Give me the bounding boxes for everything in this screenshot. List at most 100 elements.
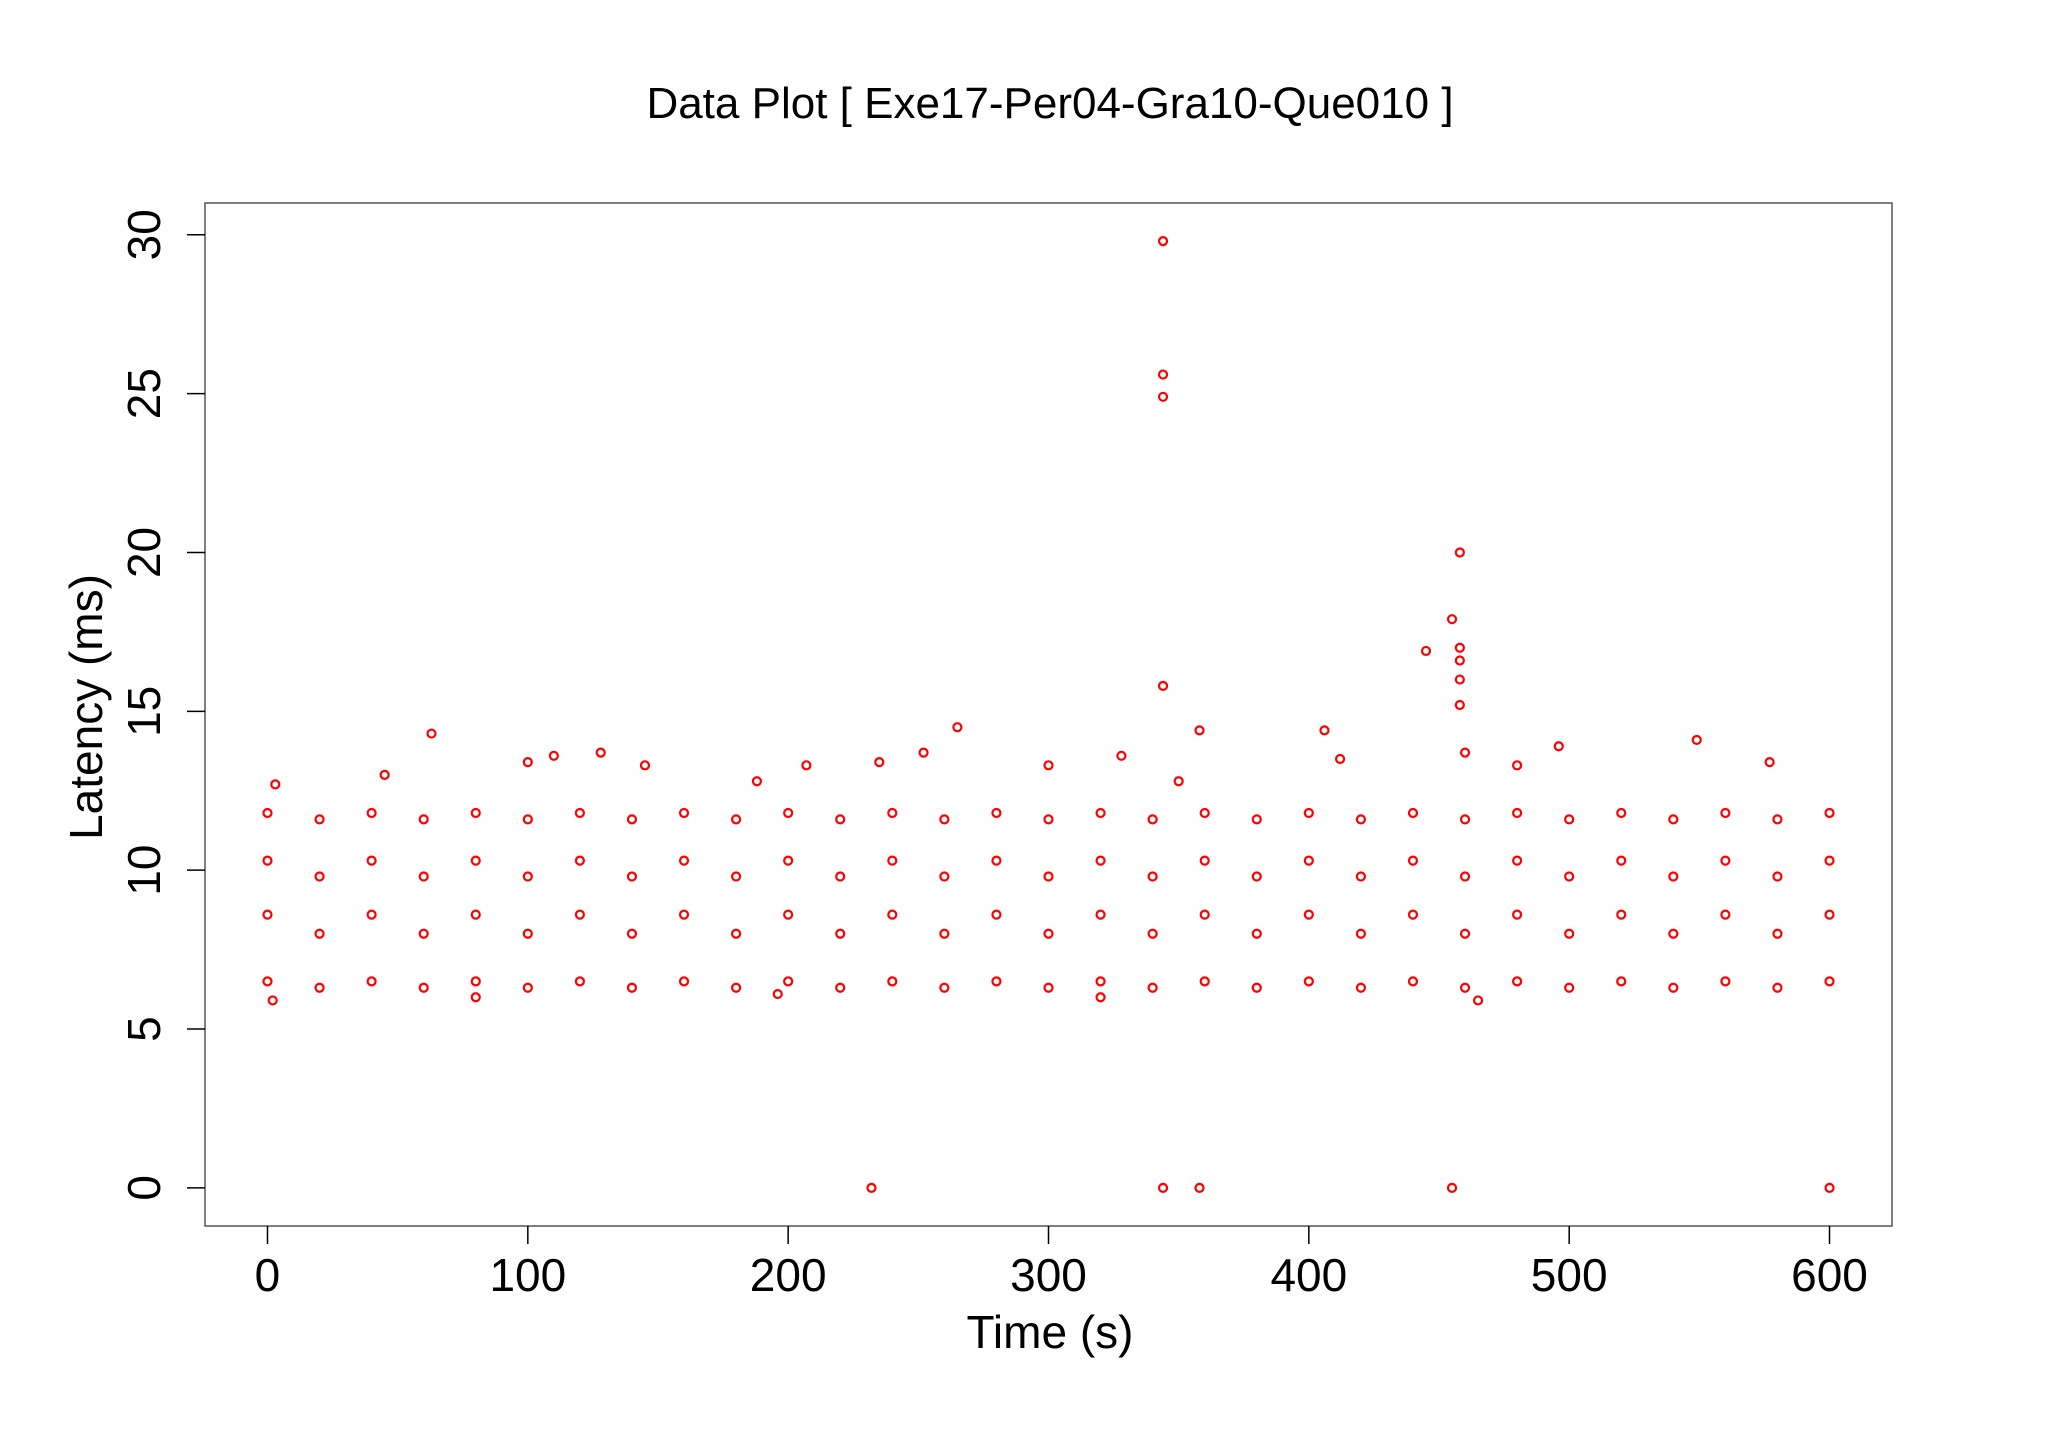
data-point [1043,871,1054,882]
y-tick-label: 20 [118,527,170,578]
data-point [470,807,481,819]
data-point [1454,655,1465,666]
data-point [1043,928,1054,939]
data-point [772,988,783,1000]
x-tick-label: 500 [1531,1249,1608,1301]
data-point [1772,814,1783,825]
data-point [991,976,1002,987]
data-point [1691,734,1702,746]
data-point [939,982,950,993]
data-point [1459,814,1471,825]
data-point [1772,871,1783,882]
data-point [366,976,377,987]
data-point [1564,982,1575,993]
y-tick-label: 30 [118,209,170,260]
data-point [470,855,481,866]
data-point [522,871,533,882]
data-point [1512,909,1523,920]
data-point [1454,642,1465,653]
data-point [1616,976,1627,987]
data-point [1043,760,1054,771]
data-point [1512,760,1523,771]
data-point [1095,855,1106,866]
data-point [1764,757,1775,768]
data-point [1157,236,1169,247]
data-point [1668,871,1679,882]
data-point [522,982,533,993]
data-point [991,909,1002,920]
y-axis-label: Latency (ms) [60,574,112,840]
data-point [1616,909,1627,920]
data-point [1720,807,1731,819]
plot-frame [204,202,1893,1227]
data-point [1454,699,1465,711]
data-point [835,928,846,939]
data-point [522,814,533,825]
data-point [1194,725,1205,736]
data-point [783,976,794,987]
x-tick-label: 100 [489,1249,566,1301]
y-tick-label: 0 [118,1175,170,1201]
data-point [835,871,846,882]
data-point [678,976,690,987]
data-point [1564,871,1575,882]
data-point [1772,928,1783,939]
data-point [1772,982,1783,993]
data-point [1095,976,1106,987]
data-point [626,871,638,882]
data-point [418,814,429,825]
data-point [678,909,690,920]
data-point [1454,547,1465,558]
data-point [1199,976,1210,987]
data-point [574,909,585,920]
data-point [1319,725,1330,736]
data-point [470,909,481,920]
data-point [1334,753,1346,765]
x-tick-label: 600 [1791,1249,1868,1301]
data-point [470,992,481,1003]
data-point [1173,776,1184,787]
data-point [887,909,898,920]
data-point [1355,928,1367,939]
data-point [1355,982,1367,993]
data-point [574,976,585,987]
data-point [595,747,606,758]
data-point [1095,992,1106,1003]
data-point [939,814,950,825]
data-point [991,855,1002,866]
data-point [1043,982,1054,993]
data-point [1564,814,1575,825]
data-point [730,928,742,939]
data-point [1407,909,1419,920]
data-point [1668,928,1679,939]
data-point [262,976,273,987]
data-point [262,909,273,920]
data-point [1472,995,1484,1006]
data-point [314,982,325,993]
data-point [418,982,429,993]
data-point [574,855,585,866]
data-point [1199,807,1210,819]
data-point [1564,928,1575,939]
data-point [1459,871,1471,882]
data-point [1512,807,1523,819]
data-point [1459,928,1471,939]
data-point [1303,855,1314,866]
data-point [626,982,638,993]
data-point [751,776,763,787]
data-point [366,909,377,920]
data-point [626,928,638,939]
data-point [1420,645,1432,657]
data-point [1720,909,1731,920]
data-point [270,779,281,790]
data-point [314,814,325,825]
data-point [262,807,273,819]
data-point [262,855,273,866]
y-tick-label: 15 [118,686,170,737]
data-point [887,855,898,866]
data-point [1407,807,1419,819]
data-point [1616,855,1627,866]
data-point [939,871,950,882]
data-point [1824,1182,1835,1193]
y-tick-label: 25 [118,368,170,419]
